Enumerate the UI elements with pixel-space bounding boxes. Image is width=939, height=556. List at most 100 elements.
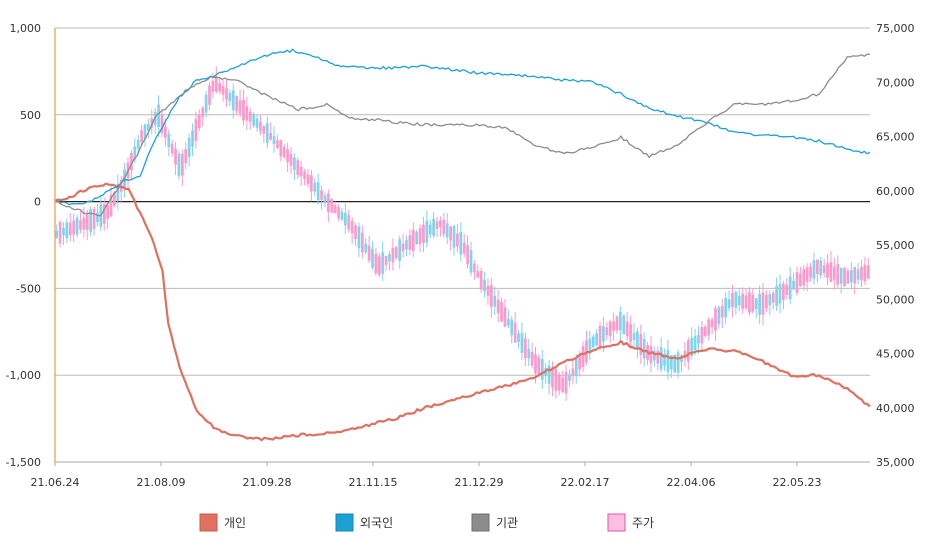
price-candle [540,359,544,380]
price-candle [167,133,171,147]
price-candle [340,211,344,220]
y-right-tick-label: 70,000 [876,76,915,89]
price-candle [839,267,843,284]
price-candle [663,353,666,366]
price-candle [717,307,721,324]
price-candle [768,294,772,306]
legend-item-0[interactable]: 개인 [199,513,246,532]
price-candle [428,224,432,235]
price-candles [55,66,870,402]
price-candle [843,267,846,287]
price-candle [170,143,174,154]
price-candle [357,226,361,249]
price-candle [683,350,687,359]
price-candle [235,95,239,112]
price-candle [632,333,636,341]
price-candle [612,321,615,331]
price-candle [435,221,439,229]
price-candle [761,292,765,315]
y-right-tick-label: 35,000 [876,456,915,469]
price-candle [517,333,520,343]
price-candle [418,228,422,244]
price-candle [75,217,79,235]
price-candle [741,293,745,309]
price-candle [863,264,867,282]
y-left-tick-label: -1,000 [6,369,41,382]
y-left-tick-label: 500 [20,109,41,122]
price-candle [245,106,249,121]
price-candle [581,346,585,368]
price-candle [401,243,405,252]
price-candle [442,219,446,235]
price-candle [568,374,571,381]
price-candle [703,326,707,337]
price-candle [809,266,812,278]
legend-item-2[interactable]: 기관 [471,513,518,532]
price-candle [727,299,731,309]
price-candle [598,325,602,348]
price-candle [388,254,391,262]
price-candle [547,365,551,384]
price-candle [394,247,398,258]
price-candle [160,114,164,134]
price-candle [425,220,429,243]
price-candle [405,240,408,250]
price-candle [164,126,167,138]
price-candle [737,295,741,306]
price-candle [557,374,561,391]
price-candle [680,355,683,363]
y-left-tick-label: -1,500 [6,456,41,469]
legend-item-1[interactable]: 외국인 [335,513,393,532]
price-candle [262,125,266,134]
legend-swatch [607,513,626,532]
price-candle [330,199,334,213]
price-candle [608,321,612,337]
price-candle [860,267,863,281]
price-candle [775,285,778,306]
price-candle [832,266,836,280]
y-right-tick-label: 50,000 [876,293,915,306]
price-candle [659,347,663,370]
y-right-tick-label: 65,000 [876,131,915,144]
price-candle [686,340,690,362]
price-candle [714,308,717,331]
price-candle [187,137,191,157]
price-candle [96,212,99,222]
price-candle [754,298,758,310]
price-candle [82,217,86,230]
price-candle [778,284,782,304]
price-candle [289,153,293,166]
price-candle [123,169,126,189]
price-candle [710,319,714,328]
price-candle [486,285,490,296]
legend[interactable]: 개인 외국인 기관 주가 [199,513,654,532]
price-candle [89,209,93,232]
y-right-tick-label: 55,000 [876,239,915,252]
price-candle [653,351,656,361]
price-candle [231,90,235,111]
price-candle [656,350,660,364]
x-tick-label: 22.05.23 [773,476,822,489]
price-candle [588,338,592,354]
price-candle [136,139,140,149]
price-candle [367,245,371,261]
price-candle [476,271,480,278]
legend-item-3[interactable]: 주가 [607,513,654,532]
price-candle [238,100,242,114]
price-candle [636,331,639,350]
price-candle [293,157,296,170]
price-candle [333,205,337,214]
price-candle [452,226,456,248]
price-candle [459,232,463,255]
price-candle [191,130,194,147]
price-candle [625,321,629,337]
x-tick-label: 22.04.06 [667,476,716,489]
legend-label: 개인 [224,516,246,530]
price-candle [462,242,466,254]
price-candle [493,295,497,307]
price-candle [649,346,653,363]
price-candle [456,233,459,247]
price-candle [265,123,269,143]
